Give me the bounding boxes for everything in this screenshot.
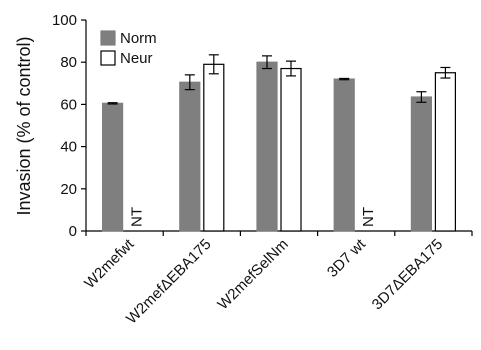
category-label: W2mefΔEBA175: [123, 236, 215, 328]
bar-norm: [256, 61, 278, 232]
y-tick-label: 60: [60, 96, 77, 113]
error-bars: [107, 54, 451, 105]
legend: Norm Neur: [100, 30, 157, 67]
not-tested-label: NT: [129, 207, 146, 227]
bar-neur: [280, 67, 302, 232]
category-label: 3D7 wt: [324, 235, 370, 281]
bar-neur: [434, 72, 456, 232]
y-tick-label: 40: [60, 139, 77, 156]
bar-norm: [179, 81, 201, 232]
legend-swatch-neur: [100, 50, 116, 66]
y-axis-title: Invasion (% of control): [14, 36, 34, 215]
legend-swatch-norm: [100, 30, 116, 46]
legend-label-neur: Neur: [120, 50, 153, 67]
bars: NT NT: [101, 61, 456, 232]
category-label: 3D7ΔEBA175: [369, 236, 446, 313]
y-tick-label: 20: [60, 181, 77, 198]
y-tick-label: 100: [52, 12, 77, 29]
bar-neur: [203, 63, 225, 232]
legend-label-norm: Norm: [120, 30, 157, 47]
bar-norm: [333, 78, 355, 232]
bar-norm: [410, 96, 432, 232]
category-label: W2mefwt: [81, 235, 138, 292]
bar-norm: [101, 102, 124, 232]
y-axis: 0 20 40 60 80 100: [52, 12, 87, 240]
category-label: W2mefSelNm: [214, 236, 291, 313]
not-tested-label: NT: [360, 207, 377, 227]
y-tick-label: 80: [60, 54, 77, 71]
y-tick-label: 0: [69, 223, 77, 240]
